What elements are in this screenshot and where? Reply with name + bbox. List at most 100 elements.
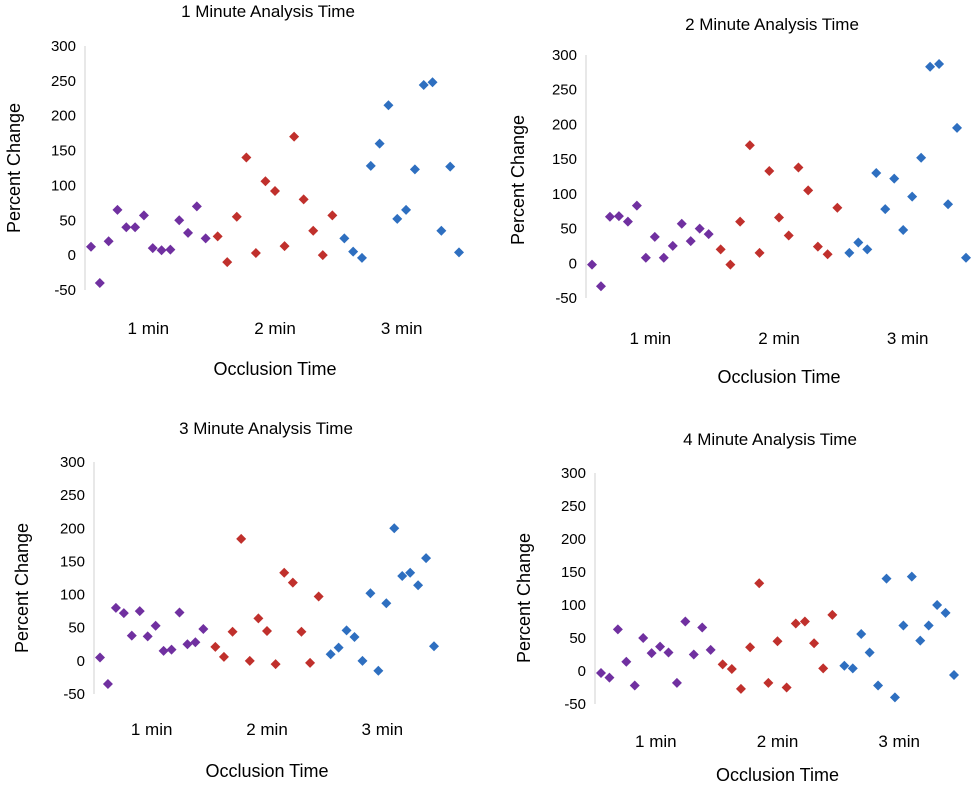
data-point xyxy=(717,659,728,670)
data-point xyxy=(244,655,255,666)
data-point xyxy=(200,233,211,244)
data-point xyxy=(142,631,153,642)
data-point xyxy=(198,624,209,635)
data-point xyxy=(916,152,927,163)
data-point xyxy=(156,245,167,256)
data-point xyxy=(389,523,400,534)
data-point xyxy=(658,252,669,263)
data-point xyxy=(735,683,746,694)
data-point xyxy=(923,620,934,631)
data-point xyxy=(349,631,360,642)
y-tick-label: -50 xyxy=(555,290,577,307)
data-point xyxy=(754,247,765,258)
data-point xyxy=(940,607,951,618)
chart-title: 2 Minute Analysis Time xyxy=(685,15,859,34)
scatter-chart-1: 1 Minute Analysis Time 300 250 200 150 100 50 0… xyxy=(4,2,464,379)
data-point xyxy=(790,618,801,629)
data-point xyxy=(305,657,316,668)
data-point xyxy=(325,649,336,660)
data-point xyxy=(906,571,917,582)
data-point xyxy=(649,231,660,242)
data-point xyxy=(587,259,597,270)
data-point xyxy=(231,211,242,222)
data-point xyxy=(839,660,850,671)
x-category-label: 1 min xyxy=(635,732,677,751)
data-point xyxy=(735,216,746,227)
data-point xyxy=(862,244,873,255)
x-category-label: 3 min xyxy=(362,720,404,739)
y-tick-label: -50 xyxy=(564,696,586,713)
data-point xyxy=(356,252,367,263)
data-point xyxy=(357,655,368,666)
scatter-chart-4: 4 Minute Analysis Time 300 250 200 150 100 50 0… xyxy=(514,430,959,785)
y-tick-label: 300 xyxy=(51,38,76,55)
data-point xyxy=(260,176,271,187)
data-point xyxy=(596,667,606,678)
data-point xyxy=(640,252,651,263)
data-point xyxy=(227,626,238,637)
data-point xyxy=(685,236,696,247)
data-point xyxy=(726,664,737,675)
data-point xyxy=(783,230,794,241)
data-point xyxy=(102,679,113,690)
data-point xyxy=(279,567,290,578)
data-point xyxy=(822,249,833,260)
y-tick-label: -50 xyxy=(63,686,85,703)
y-tick-label: 150 xyxy=(51,143,76,160)
data-point xyxy=(365,588,376,599)
data-point xyxy=(174,215,185,226)
x-category-label: 3 min xyxy=(887,329,929,348)
data-point xyxy=(381,598,392,609)
y-tick-label: 150 xyxy=(60,553,85,570)
y-tick-label: 250 xyxy=(60,487,85,504)
data-point xyxy=(812,241,823,252)
y-tick-label: 300 xyxy=(552,47,577,64)
data-point xyxy=(629,680,640,691)
data-point xyxy=(934,59,945,70)
x-category-label: 2 min xyxy=(757,732,799,751)
data-point xyxy=(222,257,233,268)
data-point xyxy=(873,680,884,691)
y-tick-label: 100 xyxy=(51,177,76,194)
scatter-chart-2: 2 Minute Analysis Time 300 250 200 150 100 50 0… xyxy=(508,15,971,387)
data-point xyxy=(622,216,633,227)
data-point xyxy=(613,211,624,222)
data-point xyxy=(676,218,687,229)
data-point xyxy=(270,186,280,197)
y-tick-label: 200 xyxy=(561,531,586,548)
y-tick-label: 50 xyxy=(560,221,577,238)
data-point xyxy=(880,204,891,215)
data-point xyxy=(454,247,464,258)
y-tick-label: 250 xyxy=(552,82,577,99)
data-point xyxy=(932,600,943,610)
data-point xyxy=(925,61,936,72)
data-point xyxy=(313,591,324,602)
x-axis-label: Occlusion Time xyxy=(716,765,839,785)
data-point xyxy=(832,202,843,213)
data-point xyxy=(595,281,606,292)
x-category-label: 2 min xyxy=(246,720,288,739)
y-tick-label: 250 xyxy=(561,498,586,515)
y-tick-label: 150 xyxy=(552,151,577,168)
data-point xyxy=(236,533,247,544)
data-point xyxy=(383,100,394,111)
chart-title: 1 Minute Analysis Time xyxy=(181,2,355,21)
data-point xyxy=(262,626,272,637)
data-point xyxy=(250,248,261,259)
data-point xyxy=(289,131,300,142)
y-tick-label: 150 xyxy=(561,564,586,581)
data-point xyxy=(341,625,352,636)
data-point xyxy=(317,250,328,261)
data-point xyxy=(715,244,726,255)
data-point xyxy=(218,651,229,662)
y-tick-label: 0 xyxy=(578,663,586,680)
x-axis-label: Occlusion Time xyxy=(717,367,840,387)
y-tick-label: 200 xyxy=(552,116,577,133)
data-point xyxy=(121,222,132,233)
y-tick-label: 100 xyxy=(552,186,577,203)
y-tick-label: 50 xyxy=(68,620,85,637)
data-point xyxy=(165,244,176,255)
data-point xyxy=(952,122,963,133)
data-point xyxy=(638,633,649,643)
